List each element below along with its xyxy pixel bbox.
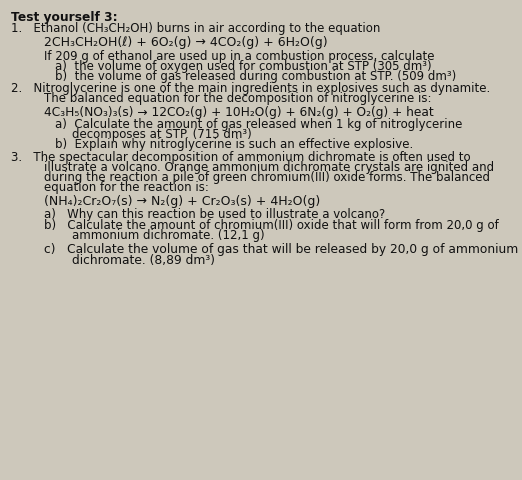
Text: 2CH₃CH₂OH(ℓ) + 6O₂(g) → 4CO₂(g) + 6H₂O(g): 2CH₃CH₂OH(ℓ) + 6O₂(g) → 4CO₂(g) + 6H₂O(g…: [44, 36, 328, 49]
Text: 1.   Ethanol (CH₃CH₂OH) burns in air according to the equation: 1. Ethanol (CH₃CH₂OH) burns in air accor…: [11, 22, 381, 35]
Text: ammonium dichromate. (12,1 g): ammonium dichromate. (12,1 g): [72, 229, 265, 242]
Text: b)  Explain why nitroglycerine is such an effective explosive.: b) Explain why nitroglycerine is such an…: [55, 138, 413, 151]
Text: The balanced equation for the decomposition of nitroglycerine is:: The balanced equation for the decomposit…: [44, 92, 432, 105]
Text: (NH₄)₂Cr₂O₇(s) → N₂(g) + Cr₂O₃(s) + 4H₂O(g): (NH₄)₂Cr₂O₇(s) → N₂(g) + Cr₂O₃(s) + 4H₂O…: [44, 195, 321, 208]
Text: decomposes at STP. (715 dm³): decomposes at STP. (715 dm³): [72, 128, 252, 141]
Text: 2.   Nitroglycerine is one of the main ingredients in explosives such as dynamit: 2. Nitroglycerine is one of the main ing…: [11, 82, 491, 95]
Text: a)  Calculate the amount of gas released when 1 kg of nitroglycerine: a) Calculate the amount of gas released …: [55, 118, 462, 131]
Text: 3.   The spectacular decomposition of ammonium dichromate is often used to: 3. The spectacular decomposition of ammo…: [11, 151, 471, 164]
Text: c)   Calculate the volume of gas that will be released by 20,0 g of ammonium: c) Calculate the volume of gas that will…: [44, 243, 519, 256]
Text: during the reaction a pile of green chromium(III) oxide forms. The balanced: during the reaction a pile of green chro…: [44, 171, 490, 184]
Text: b)   Calculate the amount of chromium(III) oxide that will form from 20,0 g of: b) Calculate the amount of chromium(III)…: [44, 219, 499, 232]
Text: b)  the volume of gas released during combustion at STP. (509 dm³): b) the volume of gas released during com…: [55, 70, 456, 83]
Text: a)   Why can this reaction be used to illustrate a volcano?: a) Why can this reaction be used to illu…: [44, 208, 386, 221]
Text: 4C₃H₅(NO₃)₃(s) → 12CO₂(g) + 10H₂O(g) + 6N₂(g) + O₂(g) + heat: 4C₃H₅(NO₃)₃(s) → 12CO₂(g) + 10H₂O(g) + 6…: [44, 106, 434, 119]
Text: equation for the reaction is:: equation for the reaction is:: [44, 181, 209, 194]
Text: dichromate. (8,89 dm³): dichromate. (8,89 dm³): [72, 254, 215, 267]
Text: If 209 g of ethanol are used up in a combustion process, calculate: If 209 g of ethanol are used up in a com…: [44, 50, 435, 63]
Text: a)  the volume of oxygen used for combustion at STP (305 dm³): a) the volume of oxygen used for combust…: [55, 60, 432, 73]
Text: illustrate a volcano. Orange ammonium dichromate crystals are ignited and: illustrate a volcano. Orange ammonium di…: [44, 161, 494, 174]
Text: Test yourself 3:: Test yourself 3:: [11, 11, 118, 24]
